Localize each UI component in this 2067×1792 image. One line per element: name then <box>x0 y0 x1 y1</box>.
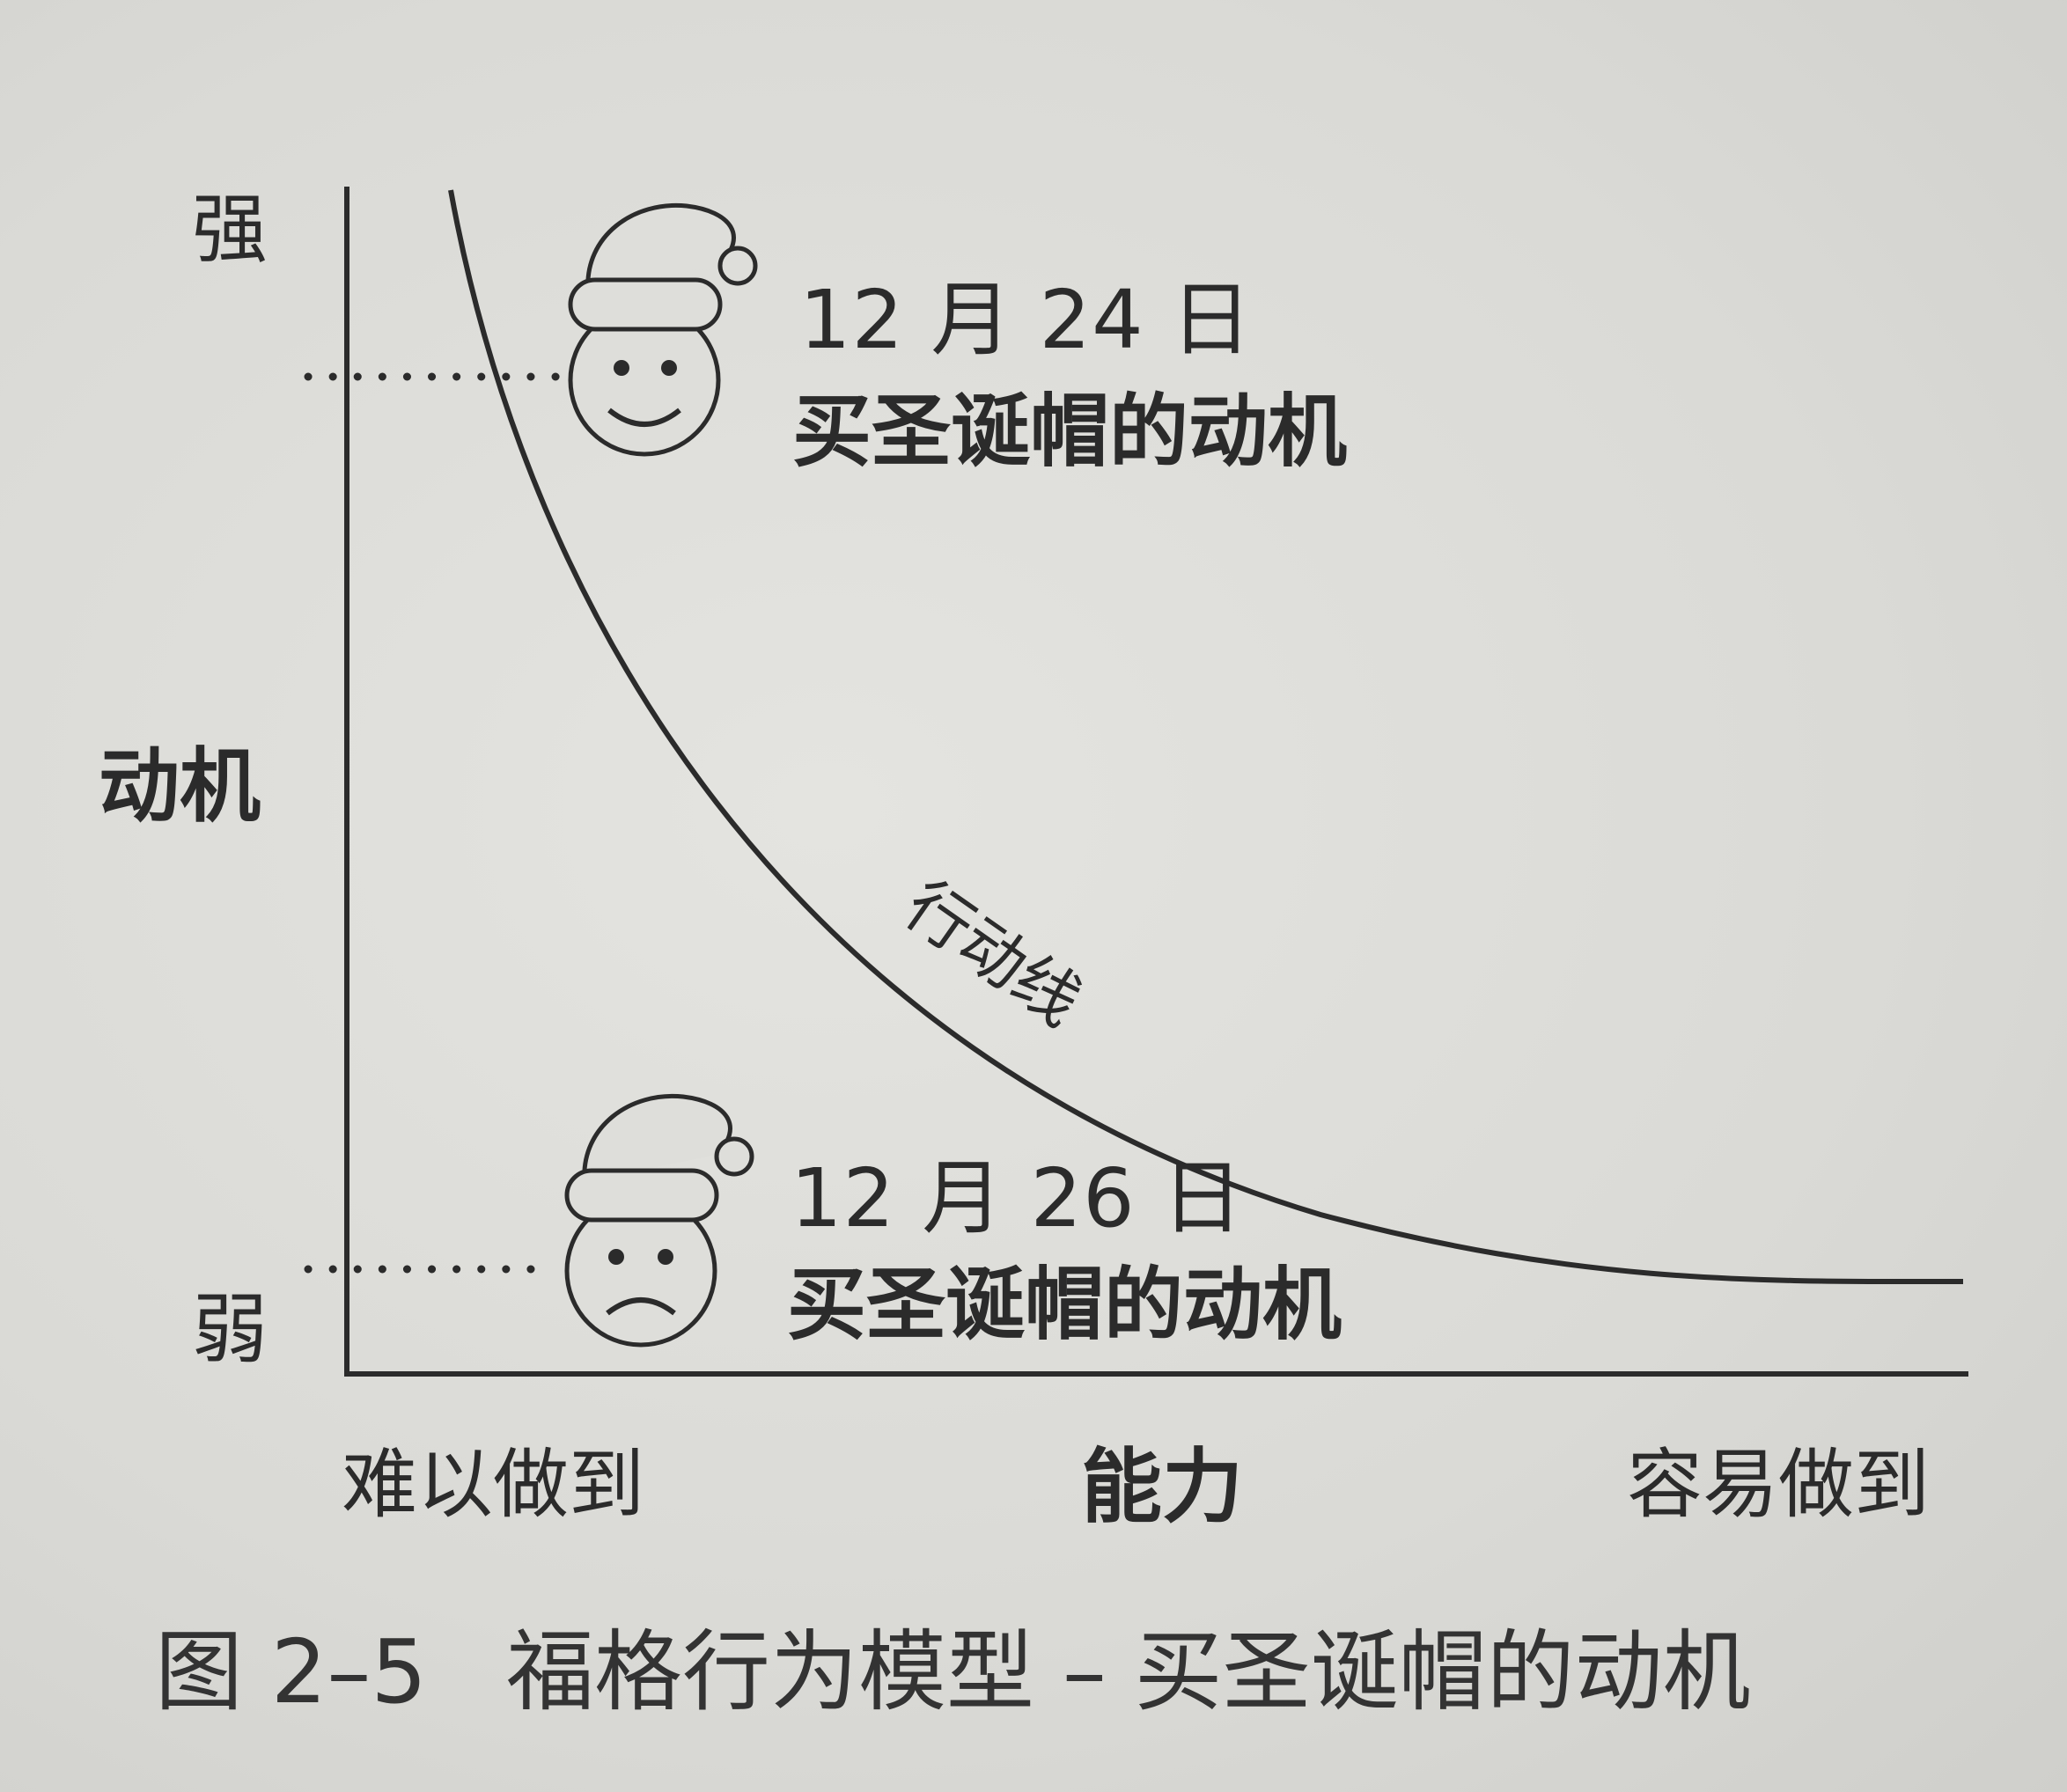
action-line-curve <box>448 189 1964 1285</box>
annotation-text-high: 买圣诞帽的动机 <box>792 386 1347 478</box>
x-axis-left-label: 难以做到 <box>342 1441 644 1529</box>
x-axis-title: 能力 <box>1081 1440 1244 1534</box>
y-axis-title: 动机 <box>99 739 261 834</box>
caption-title: 福格行为模型 – 买圣诞帽的动机 <box>506 1620 1751 1723</box>
annotation-date-high: 12 月 24 日 <box>799 273 1253 367</box>
annotation-text-low: 买圣诞帽的动机 <box>787 1259 1342 1351</box>
caption-number: 图 2–5 <box>155 1620 428 1723</box>
santa-happy-face-icon <box>568 202 758 457</box>
y-axis-low-label: 弱 <box>192 1286 268 1374</box>
y-axis-high-label: 强 <box>192 186 268 274</box>
x-axis-right-label: 容易做到 <box>1627 1441 1930 1529</box>
figure-caption: 图 2–5 福格行为模型 – 买圣诞帽的动机 <box>155 1628 1751 1716</box>
santa-sad-face-icon <box>564 1093 754 1348</box>
annotation-date-low: 12 月 26 日 <box>791 1151 1244 1245</box>
